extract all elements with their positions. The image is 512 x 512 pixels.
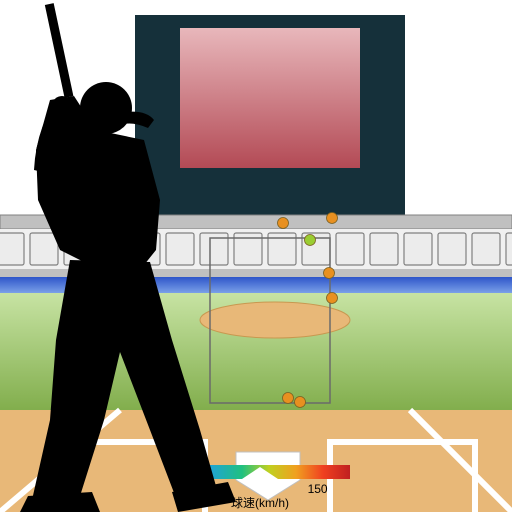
- pitch-marker: [327, 213, 338, 224]
- legend-label: 球速(km/h): [231, 496, 289, 510]
- pitch-marker: [278, 218, 289, 229]
- pitch-marker: [295, 397, 306, 408]
- pitch-marker: [327, 293, 338, 304]
- legend-tick: 150: [308, 482, 328, 496]
- pitch-marker: [324, 268, 335, 279]
- pitch-marker: [283, 393, 294, 404]
- pitch-location-chart: 100150球速(km/h): [0, 0, 512, 512]
- pitch-marker: [305, 235, 316, 246]
